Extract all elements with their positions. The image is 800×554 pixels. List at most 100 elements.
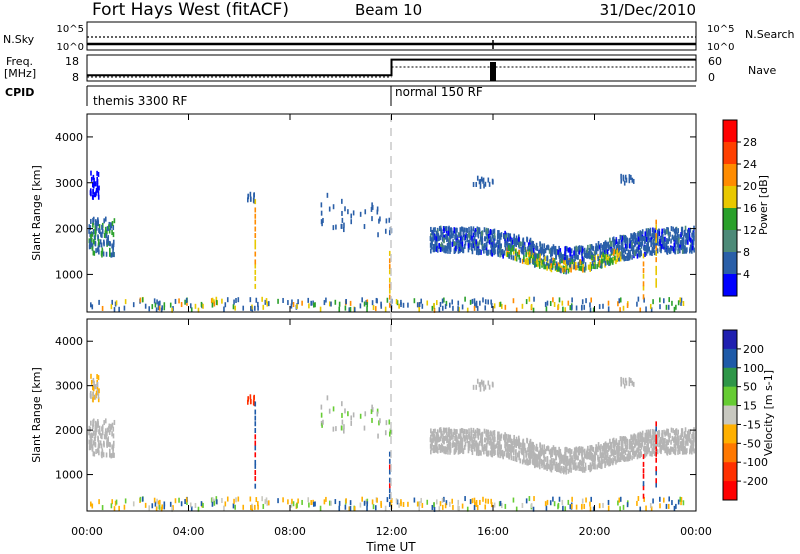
velocity-echo [499, 445, 501, 451]
velocity-echo [366, 501, 369, 507]
power-echo [631, 241, 633, 247]
velocity-echo [328, 500, 331, 506]
power-echo [457, 306, 459, 312]
power-echo [523, 255, 525, 261]
power-echo [341, 198, 343, 204]
power-echo [618, 256, 621, 262]
velocity-echo [610, 449, 613, 455]
power-echo [551, 263, 554, 269]
velocity-echo [620, 381, 623, 387]
velocity-echo [477, 429, 479, 435]
velocity-echo [579, 448, 582, 454]
velocity-echo [642, 481, 645, 487]
velocity-echo [429, 443, 432, 449]
power-echo [450, 233, 453, 239]
power-echo [314, 302, 316, 308]
power-echo [693, 231, 695, 237]
power-echo [599, 248, 602, 254]
velocity-echo [662, 435, 664, 441]
velocity-echo [525, 452, 527, 458]
power-echo [674, 234, 677, 240]
velocity-echo [602, 449, 604, 455]
power-echo [671, 234, 674, 240]
velocity-echo [153, 497, 156, 503]
velocity-echo [620, 447, 623, 453]
velocity-echo [566, 455, 569, 461]
velocity-echo [476, 378, 479, 384]
velocity-echo [653, 445, 656, 451]
power-echo [564, 251, 566, 257]
power-echo [348, 307, 351, 313]
velocity-echo [473, 497, 476, 503]
velocity-echo [558, 446, 560, 452]
power-echo [95, 181, 97, 187]
velocity-echo [532, 442, 535, 448]
velocity-echo [441, 437, 444, 443]
velocity-echo [495, 443, 498, 449]
power-echo [426, 300, 429, 306]
power-echo [190, 307, 193, 313]
power-echo [472, 243, 474, 249]
power-echo [507, 252, 509, 258]
power-echo [621, 235, 624, 241]
power-echo [574, 261, 577, 267]
power-echo [636, 237, 638, 243]
velocity-echo [97, 375, 100, 381]
power-echo [94, 192, 97, 198]
velocity-echo [543, 452, 545, 458]
power-echo [605, 254, 608, 260]
velocity-echo [371, 417, 373, 423]
power-echo [580, 266, 583, 272]
power-echo [590, 297, 593, 303]
power-echo [470, 226, 472, 232]
velocity-echo [110, 423, 112, 429]
power-echo [515, 256, 518, 262]
velocity-echo [645, 505, 647, 511]
power-echo [498, 248, 501, 254]
velocity-echo [388, 501, 391, 507]
power-echo [488, 181, 491, 187]
velocity-echo [184, 499, 186, 505]
power-echo [473, 305, 476, 311]
power-echo [518, 249, 520, 255]
power-echo [458, 245, 461, 251]
velocity-echo [534, 456, 537, 462]
power-echo [353, 307, 356, 313]
power-echo [574, 256, 576, 262]
power-echo [687, 239, 689, 245]
velocity-echo [433, 445, 435, 451]
velocity-echo [639, 435, 642, 441]
velocity-echo [498, 440, 501, 446]
velocity-echo [630, 378, 632, 384]
velocity-echo [647, 445, 649, 451]
velocity-echo [215, 499, 218, 505]
power-echo [493, 248, 496, 254]
velocity-echo [161, 504, 164, 510]
power-echo [616, 241, 619, 247]
power-echo [635, 248, 637, 254]
power-echo [645, 228, 648, 234]
power-echo [651, 234, 653, 240]
velocity-echo [90, 435, 92, 441]
power-echo [371, 202, 373, 208]
velocity-echo [450, 431, 453, 437]
power-echo [359, 303, 362, 309]
velocity-echo [628, 439, 631, 445]
velocity-echo [516, 452, 519, 458]
power-echo [431, 229, 433, 235]
velocity-echo [452, 434, 454, 440]
velocity-echo [454, 446, 457, 452]
freq-label-2: [MHz] [4, 67, 36, 80]
power-echo [95, 219, 97, 225]
velocity-echo [548, 449, 551, 455]
power-echo [650, 307, 653, 313]
velocity-echo [667, 503, 670, 509]
velocity-echo [189, 502, 192, 508]
velocity-echo [490, 445, 493, 451]
velocity-echo [449, 501, 451, 507]
velocity-echo [523, 455, 525, 461]
velocity-echo [635, 449, 637, 455]
power-echo [194, 303, 197, 309]
